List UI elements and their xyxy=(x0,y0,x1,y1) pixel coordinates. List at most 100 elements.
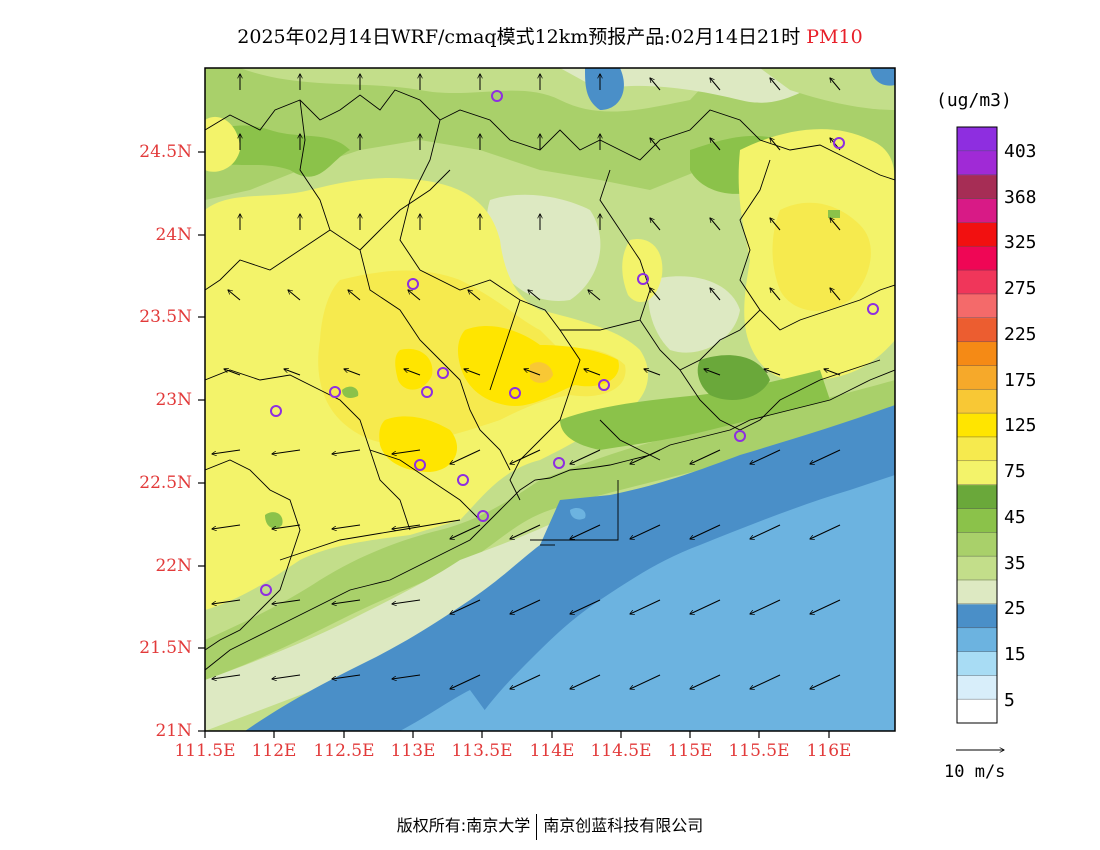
wind-arrow xyxy=(710,138,721,151)
wind-arrow xyxy=(630,599,661,614)
colorbar-label: 25 xyxy=(1004,598,1026,619)
wind-arrow xyxy=(332,674,361,679)
colorbar-label: 275 xyxy=(1004,278,1037,299)
wind-arrow xyxy=(650,218,661,231)
lat-label-21-5: 21.5N xyxy=(139,638,192,658)
wind-arrow xyxy=(510,674,541,689)
wind-arrow xyxy=(510,449,541,464)
colorbar-label: 125 xyxy=(1004,415,1037,436)
wind-arrow xyxy=(710,78,721,91)
wind-arrow xyxy=(392,524,421,529)
wind-arrow xyxy=(810,449,841,464)
lat-label-21: 21N xyxy=(155,721,192,741)
wind-arrow xyxy=(770,78,781,91)
wind-arrow xyxy=(332,599,361,604)
wind-arrow xyxy=(332,449,361,454)
colorbar-label: 35 xyxy=(1004,553,1026,574)
wind-arrow xyxy=(450,674,481,689)
map-title: 2025年02月14日WRF/cmaq模式12km预报产品:02月14日21时 … xyxy=(0,22,1100,49)
colorbar-swatch xyxy=(957,413,997,438)
wind-arrow xyxy=(650,288,661,301)
colorbar-swatch xyxy=(957,436,997,462)
colorbar-swatch xyxy=(957,389,997,414)
wind-arrow xyxy=(272,674,301,679)
colorbar xyxy=(957,127,997,724)
copyright-label: 版权所有: xyxy=(396,816,467,835)
colorbar-label: 75 xyxy=(1004,461,1026,482)
wind-arrow xyxy=(528,290,541,301)
colorbar-label: 45 xyxy=(1004,507,1026,528)
wind-arrow xyxy=(570,524,601,539)
colorbar-swatch xyxy=(957,174,997,200)
wind-arrow xyxy=(284,369,301,376)
wind-arrow xyxy=(750,599,781,614)
wind-reference-label: 10 m/s xyxy=(944,762,1006,782)
wind-arrow xyxy=(570,674,601,689)
wind-arrow xyxy=(810,599,841,614)
wind-arrow xyxy=(630,449,661,464)
wind-arrow xyxy=(644,369,661,376)
wind-arrow xyxy=(524,369,541,376)
wind-arrow xyxy=(348,290,361,301)
wind-arrow xyxy=(464,369,481,376)
colorbar-swatch xyxy=(957,293,997,319)
lat-label-24: 24N xyxy=(155,225,192,245)
lon-label-116: 116E xyxy=(806,741,852,761)
wind-arrow xyxy=(690,449,721,464)
colorbar-swatch xyxy=(957,198,997,223)
wind-arrow xyxy=(212,599,241,604)
colorbar-label: 368 xyxy=(1004,187,1037,208)
colorbar-label: 175 xyxy=(1004,370,1037,391)
wind-arrow xyxy=(650,78,661,91)
wind-arrow xyxy=(630,674,661,689)
wind-arrow xyxy=(510,524,541,539)
lat-label-23-5: 23.5N xyxy=(139,307,192,327)
wind-arrow xyxy=(510,599,541,614)
wind-arrow xyxy=(630,524,661,539)
org-nju: 南京大学 xyxy=(466,816,531,835)
lon-label-111-5: 111.5E xyxy=(174,741,236,761)
wind-arrow xyxy=(570,599,601,614)
wind-arrow xyxy=(228,290,241,301)
wind-arrow xyxy=(830,288,841,301)
lat-label-22-5: 22.5N xyxy=(139,473,192,493)
wind-arrow xyxy=(212,524,241,529)
wind-arrow xyxy=(830,78,841,91)
wind-arrow xyxy=(588,290,601,301)
colorbar-swatch xyxy=(957,675,997,700)
wind-arrow xyxy=(288,290,301,301)
lon-label-115: 115E xyxy=(667,741,713,761)
station-markers xyxy=(260,90,879,596)
wind-arrow xyxy=(392,449,421,454)
wind-arrow xyxy=(392,674,421,679)
wind-vectors xyxy=(212,74,841,689)
wind-arrow xyxy=(404,369,421,376)
lon-label-112-5: 112.5E xyxy=(313,741,375,761)
lon-label-114-5: 114.5E xyxy=(590,741,652,761)
wind-arrow xyxy=(770,218,781,231)
wind-arrow xyxy=(710,218,721,231)
wind-arrow xyxy=(710,288,721,301)
wind-arrow xyxy=(810,524,841,539)
colorbar-label: 225 xyxy=(1004,324,1037,345)
title-text: 2025年02月14日WRF/cmaq模式12km预报产品:02月14日21时 xyxy=(237,26,801,48)
wind-arrow xyxy=(272,524,301,529)
colorbar-swatch xyxy=(957,699,997,724)
wind-arrow xyxy=(272,449,301,454)
colorbar-swatch xyxy=(957,317,997,343)
colorbar-label: 325 xyxy=(1004,232,1037,253)
wind-arrow xyxy=(750,449,781,464)
lon-label-114: 114E xyxy=(529,741,575,761)
lat-label-23: 23N xyxy=(155,390,192,410)
wind-arrow xyxy=(704,369,721,376)
colorbar-swatch xyxy=(957,127,997,152)
colorbar-swatch xyxy=(957,579,997,605)
colorbar-swatch xyxy=(957,246,997,271)
wind-arrow xyxy=(764,369,781,376)
wind-arrow xyxy=(584,369,601,376)
wind-arrow xyxy=(690,674,721,689)
boundary-lines xyxy=(205,89,895,671)
wind-arrow xyxy=(332,524,361,529)
colorbar-swatch xyxy=(957,627,997,652)
